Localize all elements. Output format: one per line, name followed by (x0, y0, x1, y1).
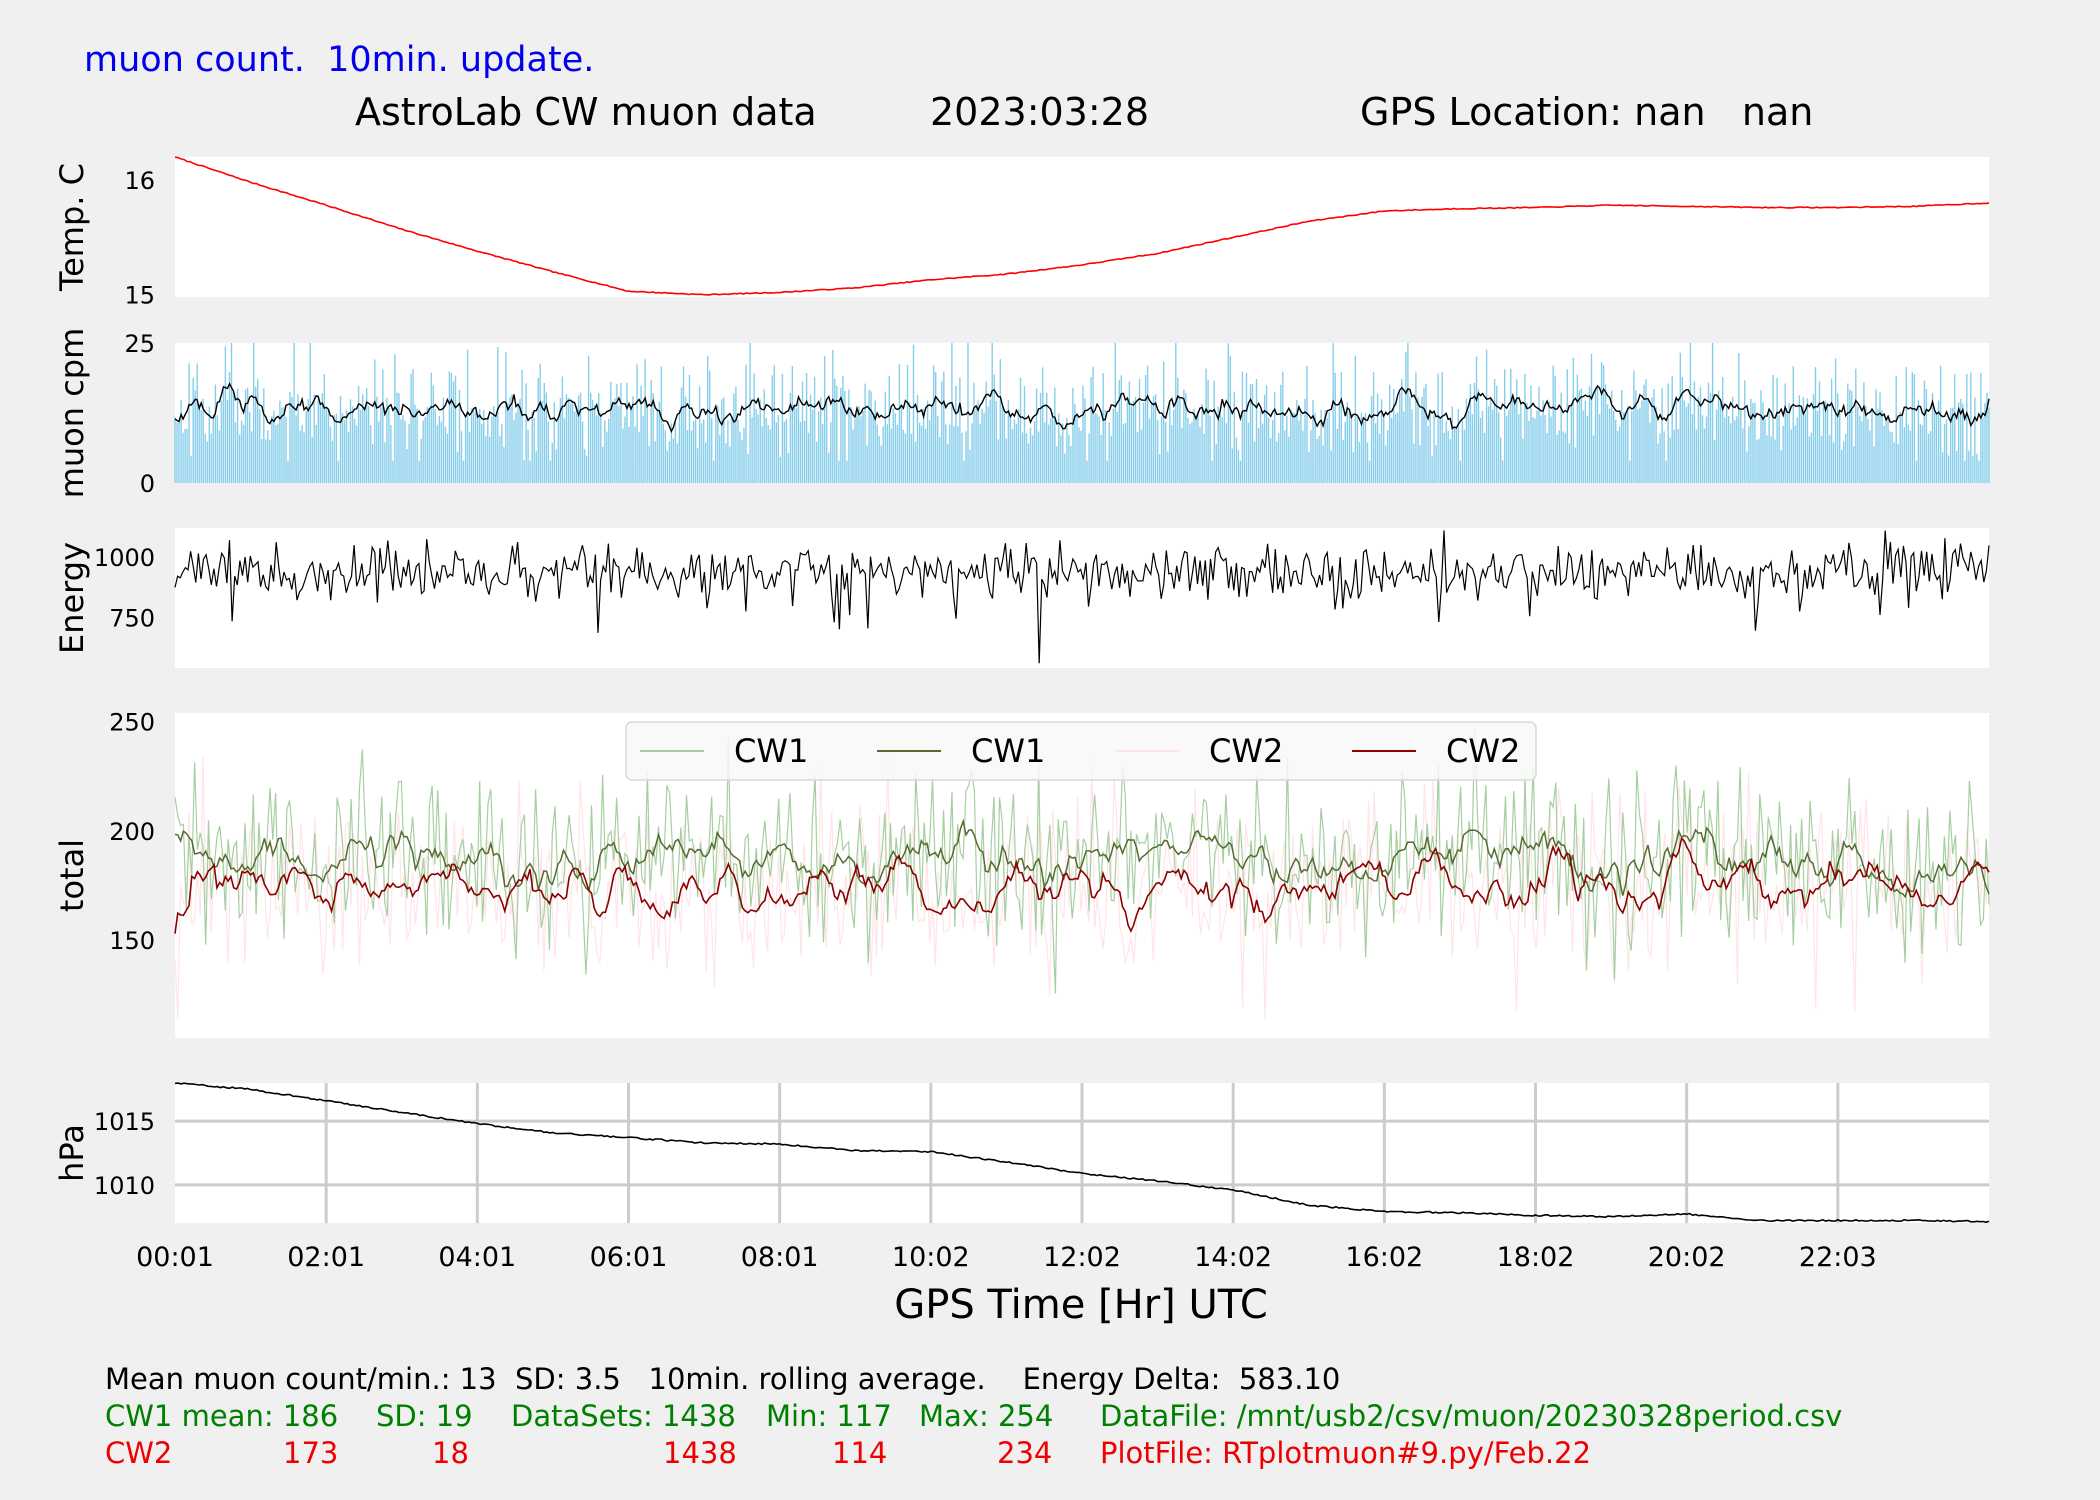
cw1-average-line (174, 818, 1990, 899)
energy-panel-bg (175, 528, 1989, 668)
x-tick-label: 08:01 (741, 1242, 819, 1273)
muon-cpm-ytick-label: 0 (140, 470, 155, 498)
x-axis-label: GPS Time [Hr] UTC (894, 1282, 1268, 1328)
pressure-ytick-label: 1010 (94, 1172, 155, 1200)
x-tick-label: 10:02 (892, 1242, 970, 1273)
x-axis: 00:01 02:01 04:01 06:01 08:01 10:02 12:02 14:02… (136, 1242, 1877, 1273)
temperature-ytick-label: 16 (124, 167, 155, 195)
pressure-ytick-label: 1015 (94, 1108, 155, 1136)
muon-cpm-bars (174, 343, 1990, 483)
cw2-max: 234 (997, 1436, 1053, 1470)
cw1-mean: CW1 mean: 186 (105, 1399, 339, 1433)
total-ylabel: total (53, 839, 91, 912)
cw2-label: CW2 (105, 1436, 173, 1470)
cw1-sd: SD: 19 (376, 1399, 473, 1433)
plot-file: PlotFile: RTplotmuon#9.py/Feb.22 (1100, 1436, 1592, 1470)
legend-entry-3: CW2 (1209, 732, 1283, 770)
total-legend: CW1 CW1 CW2 CW2 (625, 721, 1537, 781)
legend-entry-1: CW1 (734, 732, 808, 770)
update-note: muon count. 10min. update. (84, 40, 595, 80)
muon-cpm-plot: 0 25 muon cpm (53, 328, 1990, 499)
x-tick-label: 14:02 (1194, 1242, 1272, 1273)
cw2-min: 114 (832, 1436, 888, 1470)
legend-entry-2: CW1 (971, 732, 1045, 770)
temperature-ylabel: Temp. C (53, 163, 91, 292)
pressure-ylabel: hPa (53, 1124, 91, 1182)
x-tick-label: 06:01 (590, 1242, 668, 1273)
cw2-datasets: 1438 (663, 1436, 737, 1470)
data-file: DataFile: /mnt/usb2/csv/muon/20230328per… (1100, 1399, 1843, 1433)
cw1-min: Min: 117 (766, 1399, 892, 1433)
cw1-datasets: DataSets: 1438 (511, 1399, 736, 1433)
x-tick-label: 12:02 (1043, 1242, 1121, 1273)
total-plot: 150 200 250 total (53, 709, 1990, 1019)
figure-title: AstroLab CW muon data (355, 90, 817, 134)
total-ytick-label: 200 (109, 818, 155, 846)
x-tick-label: 04:01 (438, 1242, 516, 1273)
x-tick-label: 16:02 (1345, 1242, 1423, 1273)
energy-ylabel: Energy (53, 542, 91, 654)
gps-location: GPS Location: nan nan (1360, 90, 1814, 134)
energy-series-line (174, 530, 1990, 664)
muon-cpm-ytick-label: 25 (124, 330, 155, 358)
cw2-sd: 18 (432, 1436, 469, 1470)
energy-ytick-label: 750 (109, 604, 155, 632)
pressure-series-line (174, 1082, 1990, 1224)
x-tick-label: 20:02 (1648, 1242, 1726, 1273)
legend-box (625, 721, 1537, 781)
total-ytick-label: 150 (109, 927, 155, 955)
muon-cpm-ylabel: muon cpm (53, 328, 91, 499)
x-tick-label: 22:03 (1799, 1242, 1877, 1273)
x-tick-label: 00:01 (136, 1242, 214, 1273)
cw2-mean: 173 (283, 1436, 339, 1470)
muon-cpm-rolling-average-line (174, 382, 1990, 434)
cw1-raw-line (174, 727, 1990, 994)
legend-entry-4: CW2 (1446, 732, 1520, 770)
footer-summary: Mean muon count/min.: 13 SD: 3.5 10min. … (105, 1362, 1341, 1396)
figure-date: 2023:03:28 (930, 90, 1150, 134)
temperature-ytick-label: 15 (124, 282, 155, 310)
cw2-raw-line (174, 756, 1990, 1019)
x-tick-label: 02:01 (287, 1242, 365, 1273)
energy-ytick-label: 1000 (94, 544, 155, 572)
cw2-average-line (174, 836, 1990, 934)
cw1-max: Max: 254 (919, 1399, 1054, 1433)
temperature-series-line (174, 156, 1990, 296)
x-tick-label: 18:02 (1497, 1242, 1575, 1273)
temperature-panel-bg (175, 157, 1989, 297)
temperature-plot: 15 16 Temp. C (53, 156, 1990, 310)
total-ytick-label: 250 (109, 709, 155, 737)
